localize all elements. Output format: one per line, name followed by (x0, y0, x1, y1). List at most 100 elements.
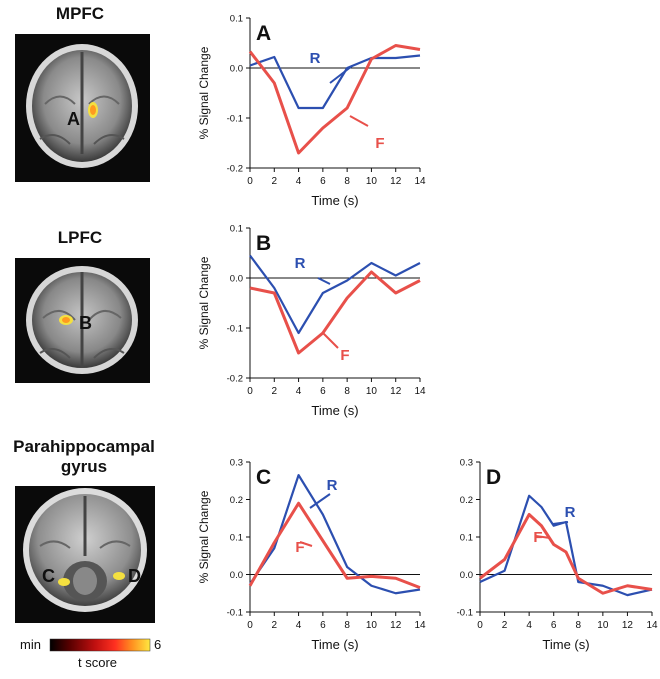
y-axis-label: % Signal Change (197, 256, 211, 349)
series-line-F (249, 270, 421, 355)
series-line-F (248, 44, 421, 155)
x-tick-label: 12 (390, 386, 402, 397)
colorbar-max-label: 6 (154, 637, 161, 652)
parahippocampal-title-line1: Parahippocampal (13, 437, 155, 456)
series-leader-R (317, 277, 331, 285)
x-tick-label: 0 (247, 386, 253, 397)
lpfc-title: LPFC (57, 228, 103, 247)
y-tick-label: 0.1 (230, 224, 243, 235)
series-leader-R (552, 521, 569, 525)
x-tick-label: 10 (366, 620, 378, 631)
x-tick-label: 4 (296, 620, 302, 631)
x-tick-label: 8 (576, 620, 582, 631)
x-axis-label: Time (s) (311, 403, 358, 418)
panel-label: C (256, 466, 271, 489)
chart-A: 0.1 0.0 -0.1 -0.2 0 2 4 6 8 10 12 14 Time (s) % Signa… (197, 14, 426, 209)
y-tick-label: 0.2 (230, 495, 243, 506)
x-tick-label: 4 (296, 176, 302, 187)
y-tick-label: -0.1 (457, 608, 473, 619)
mpfc-title: MPFC (55, 4, 105, 23)
x-tick-label: 6 (320, 176, 326, 187)
parahippocampal-title: Parahippocampal gyrus (0, 437, 168, 477)
mpfc-brain-image: A (15, 34, 150, 182)
x-axis-label: Time (s) (542, 637, 589, 652)
y-tick-label: 0.1 (230, 14, 243, 25)
series-leader-F (349, 115, 369, 127)
t-score-colorbar: min 6 t score (20, 634, 170, 674)
x-tick-label: 14 (414, 176, 426, 187)
y-tick-label: 0.1 (230, 533, 243, 544)
x-tick-label: 2 (502, 620, 508, 631)
y-axis-label: % Signal Change (197, 490, 211, 583)
x-tick-label: 10 (597, 620, 609, 631)
chart-B: 0.1 0.0 -0.1 -0.2 0 2 4 6 8 10 12 14 Time (s) % Signa… (197, 224, 426, 419)
series-label-R: R (310, 50, 321, 67)
y-tick-label: -0.1 (227, 608, 243, 619)
x-tick-label: 10 (366, 176, 378, 187)
x-tick-label: 0 (247, 620, 253, 631)
panel-label: B (256, 232, 271, 255)
series-label-F: F (533, 529, 542, 546)
parahippocampal-left-activation-blob (58, 578, 70, 586)
y-tick-label: -0.2 (227, 164, 243, 175)
series-line-R (249, 54, 421, 110)
y-tick-label: 0.3 (460, 458, 473, 469)
series-leader-R (329, 65, 353, 84)
y-axis-label: % Signal Change (197, 46, 211, 139)
x-tick-label: 12 (390, 176, 402, 187)
x-tick-label: 12 (390, 620, 402, 631)
colorbar-caption: t score (78, 655, 117, 670)
x-tick-label: 0 (477, 620, 483, 631)
x-tick-label: 14 (414, 386, 426, 397)
y-tick-label: 0.0 (230, 64, 243, 75)
x-tick-label: 12 (622, 620, 634, 631)
lpfc-region-label: B (79, 313, 92, 333)
x-tick-label: 10 (366, 386, 378, 397)
series-label-F: F (340, 347, 349, 364)
x-tick-label: 4 (526, 620, 532, 631)
x-tick-label: 6 (320, 386, 326, 397)
x-tick-label: 6 (320, 620, 326, 631)
series-leader-F (321, 331, 339, 349)
series-line-F (248, 501, 421, 590)
chart-D: 0.3 0.2 0.1 0.0 -0.1 0 2 4 6 8 10 12 14 Time (s) R F D (457, 458, 658, 653)
parahippocampal-title-line2: gyrus (60, 457, 108, 476)
x-tick-label: 8 (344, 176, 350, 187)
colorbar-min-label: min (20, 637, 41, 652)
y-tick-label: 0.3 (230, 458, 243, 469)
x-axis-label: Time (s) (311, 637, 358, 652)
y-tick-label: 0.0 (230, 274, 243, 285)
colorbar-gradient (49, 638, 151, 652)
y-tick-label: 0.1 (460, 533, 473, 544)
x-tick-label: 2 (272, 620, 278, 631)
series-label-R: R (295, 255, 306, 272)
series-label-R: R (327, 477, 338, 494)
y-tick-label: 0.2 (460, 495, 473, 506)
y-tick-label: 0.0 (460, 570, 473, 581)
parahippocampal-right-activation-blob (113, 572, 125, 580)
series-leader-R (309, 493, 331, 509)
x-tick-label: 14 (646, 620, 658, 631)
panel-label: D (486, 466, 501, 489)
x-tick-label: 0 (247, 176, 253, 187)
series-label-F: F (295, 539, 304, 556)
y-tick-label: -0.2 (227, 374, 243, 385)
lpfc-brain-image: B (15, 258, 150, 383)
x-tick-label: 2 (272, 386, 278, 397)
series-label-F: F (375, 135, 384, 152)
x-tick-label: 4 (296, 386, 302, 397)
parahippocampal-brain-image: C D (15, 486, 155, 623)
series-line-F (479, 513, 653, 595)
series-label-R: R (565, 504, 576, 521)
x-tick-label: 8 (344, 386, 350, 397)
parahippocampal-right-label: D (128, 566, 141, 586)
x-tick-label: 6 (551, 620, 557, 631)
panel-label: A (256, 22, 271, 45)
mpfc-region-label: A (67, 109, 80, 129)
parahippocampal-left-label: C (42, 566, 55, 586)
x-tick-label: 8 (344, 620, 350, 631)
series-leader-F (535, 535, 551, 539)
y-tick-label: 0.0 (230, 570, 243, 581)
y-tick-label: -0.1 (227, 114, 243, 125)
x-axis-label: Time (s) (311, 193, 358, 208)
